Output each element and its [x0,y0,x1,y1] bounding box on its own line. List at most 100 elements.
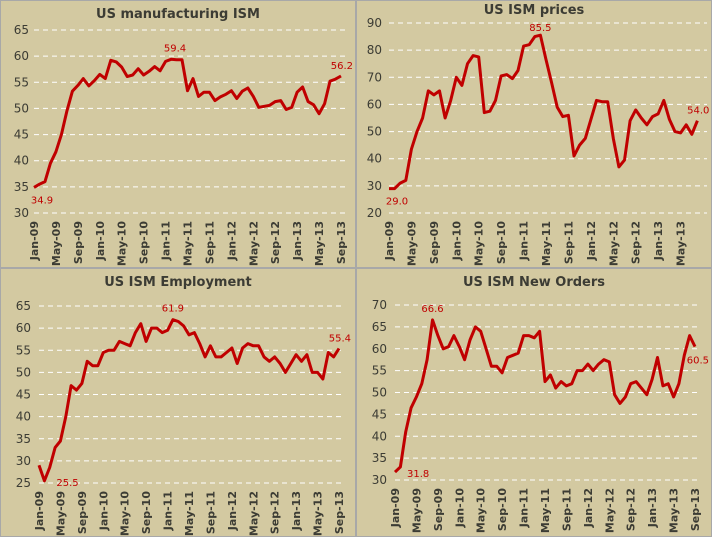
y-tick-label: 65 [14,23,29,37]
y-tick-label: 90 [367,16,382,30]
x-tick-label: Jan-09 [33,491,46,531]
x-tick-label: Jan-09 [383,221,396,261]
y-tick-label: 50 [372,386,387,400]
x-tick-label: May-11 [182,221,195,266]
chart-title: US ISM Employment [104,275,252,290]
chart-title: US manufacturing ISM [96,7,260,22]
x-tick-label: Jan-13 [652,221,665,261]
chart-ism-employment: 25 30 35 40 45 50 55 60 65 Jan-09 May-09 Sep-09 Jan-… [0,268,356,537]
y-tick-label: 40 [16,410,31,424]
x-tick-label: May-10 [116,221,129,266]
y-tick-label: 50 [16,365,31,379]
y-tick-label: 45 [372,407,387,421]
plot-area: 25 30 35 40 45 50 55 60 65 Jan-09 May-09 Sep-09 Jan-… [1,269,357,538]
data-label: 54.0 [687,106,709,117]
x-tick-label: Sep-12 [269,491,282,534]
x-tick-label: Jan-11 [518,221,531,261]
y-tick-label: 60 [372,342,387,356]
y-tick-label: 55 [14,75,29,89]
y-tick-label: 30 [16,454,31,468]
x-tick-label: May-10 [473,221,486,266]
y-tick-label: 50 [367,125,382,139]
data-label: 66.6 [421,304,443,315]
y-tick-label: 30 [14,206,29,220]
chart-title: US ISM New Orders [463,275,605,290]
x-tick-label: Sep-11 [203,221,216,264]
x-tick-label: Jan-11 [162,491,175,531]
x-tick-label: Sep-10 [495,221,508,264]
x-tick-label: Jan-12 [226,491,239,531]
x-tick-label: Sep-09 [428,221,441,264]
x-tick-label: May-09 [50,221,63,266]
y-tick-label: 45 [16,388,31,402]
series-line [34,59,341,187]
x-tick-label: Sep-13 [333,491,346,534]
y-tick-label: 65 [16,299,31,313]
series-line [39,320,339,481]
x-tick-label: May-10 [475,488,488,533]
x-tick-label: Sep-09 [432,488,445,531]
x-tick-label: May-13 [312,491,325,536]
x-tick-label: Sep-11 [562,221,575,264]
x-tick-label: Jan-13 [291,221,304,261]
data-label: 29.0 [386,197,408,208]
x-tick-label: Sep-11 [560,488,573,531]
y-tick-label: 60 [14,49,29,63]
x-tick-label: Jan-10 [94,221,107,262]
y-tick-label: 30 [372,473,387,487]
data-label: 59.4 [164,43,186,54]
x-tick-label: May-09 [410,488,423,533]
x-tick-label: May-11 [183,491,196,536]
y-tick-label: 25 [16,476,31,490]
x-tick-label: May-12 [607,221,620,266]
x-tick-label: Jan-09 [28,221,41,261]
x-tick-label: Jan-12 [585,221,598,261]
x-tick-label: Sep-12 [630,221,643,264]
x-tick-label: May-12 [247,491,260,536]
x-tick-label: May-11 [540,221,553,266]
y-tick-label: 60 [367,97,382,111]
x-tick-label: Sep-09 [76,491,89,534]
y-tick-label: 55 [16,343,31,357]
x-tick-label: May-13 [675,221,688,266]
x-tick-label: Jan-13 [646,488,659,528]
x-tick-label: Sep-11 [204,491,217,534]
x-tick-label: Sep-12 [269,221,282,264]
data-label: 25.5 [56,478,78,489]
x-tick-label: May-09 [405,221,418,266]
y-tick-label: 20 [367,206,382,220]
x-tick-label: Sep-10 [140,491,153,534]
x-tick-label: Jan-12 [582,488,595,528]
x-tick-label: Jan-09 [389,488,402,528]
y-tick-label: 50 [14,101,29,115]
y-tick-label: 40 [372,429,387,443]
y-tick-label: 45 [14,128,29,142]
x-tick-label: Jan-11 [160,221,173,261]
data-label: 85.5 [529,23,551,34]
x-tick-label: Sep-10 [138,221,151,264]
x-tick-label: Sep-13 [689,488,702,531]
y-tick-label: 35 [16,432,31,446]
x-tick-label: Jan-13 [290,491,303,531]
data-label: 31.8 [407,469,429,480]
series-line [395,320,695,472]
y-tick-label: 65 [372,320,387,334]
x-tick-label: Jan-10 [453,488,466,529]
y-tick-label: 55 [372,364,387,378]
y-tick-label: 70 [372,298,387,312]
y-tick-label: 30 [367,179,382,193]
x-tick-label: May-09 [54,491,67,536]
y-tick-label: 60 [16,321,31,335]
x-tick-label: Jan-11 [518,488,531,528]
x-tick-label: May-11 [539,488,552,533]
data-label: 34.9 [31,195,53,206]
x-tick-label: May-10 [119,491,132,536]
x-tick-label: May-12 [247,221,260,266]
x-tick-label: May-13 [668,488,681,533]
x-tick-label: Jan-10 [450,221,463,262]
